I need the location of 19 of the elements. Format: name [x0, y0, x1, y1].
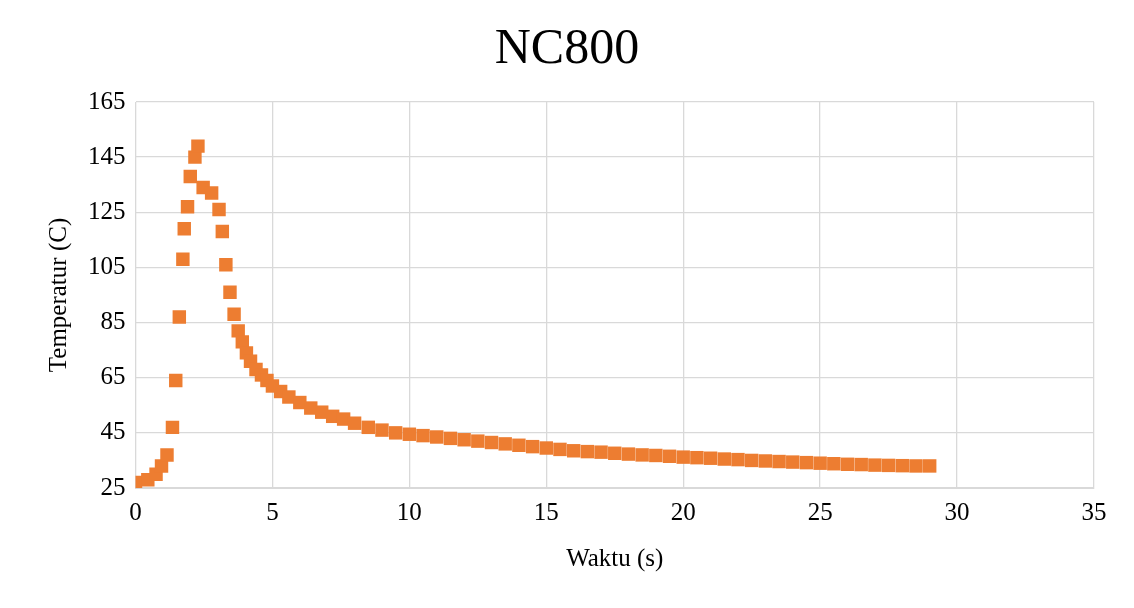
- y-tick-label: 65: [100, 362, 126, 390]
- y-tick-label: 25: [100, 472, 126, 500]
- x-tick-label: 25: [807, 497, 833, 525]
- y-tick-label: 125: [88, 196, 126, 224]
- x-tick-label: 0: [129, 497, 142, 525]
- x-tick-label: 10: [396, 497, 422, 525]
- y-tick-label: 145: [88, 141, 126, 169]
- x-tick-label: 35: [1081, 497, 1107, 525]
- y-tick-label: 165: [88, 86, 126, 114]
- x-axis-title: Waktu (s): [566, 543, 664, 572]
- y-tick-label: 85: [100, 307, 126, 335]
- chart-title: NC800: [494, 18, 640, 75]
- x-tick-label: 20: [670, 497, 696, 525]
- x-tick-label: 5: [266, 497, 279, 525]
- y-axis-title: Temperatur (C): [43, 217, 72, 373]
- y-tick-label: 45: [100, 417, 126, 445]
- x-tick-label: 15: [533, 497, 559, 525]
- x-tick-label: 30: [944, 497, 970, 525]
- y-tick-label: 105: [88, 251, 126, 279]
